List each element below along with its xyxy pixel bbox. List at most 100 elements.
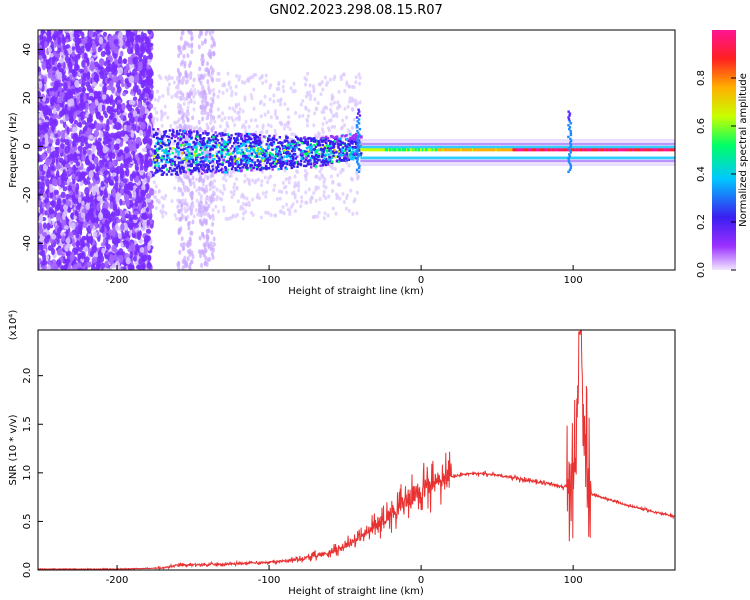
heatmap-cell (264, 194, 268, 199)
heatmap-cell (296, 137, 300, 141)
heatmap-cell (229, 190, 233, 195)
heatmap-cell (153, 106, 157, 111)
heatmap-cell (255, 124, 259, 129)
heatmap-cell (98, 36, 104, 45)
heatmap-cell (211, 208, 215, 213)
heatmap-cell (350, 84, 354, 89)
heatmap-cell (212, 217, 216, 222)
heatmap-cell (127, 139, 133, 145)
heatmap-cell (167, 74, 171, 79)
heatmap-cell (231, 145, 234, 148)
heatmap-cell (207, 68, 211, 74)
heatmap-cell (93, 61, 99, 68)
heatmap-cell (109, 94, 114, 103)
heatmap-cell (324, 138, 328, 141)
heatmap-cell (183, 123, 187, 129)
heatmap-cell (110, 195, 114, 201)
heatmap-cell (298, 143, 301, 147)
heatmap-cell (235, 74, 239, 79)
heatmap-cell (215, 159, 219, 163)
heatmap-cell (280, 167, 283, 170)
heatmap-cell (259, 215, 263, 220)
heatmap-cell (42, 63, 46, 71)
heatmap-cell (174, 175, 178, 180)
heatmap-cell (322, 184, 326, 189)
heatmap-cell (217, 77, 221, 82)
heatmap-cell (199, 202, 203, 207)
heatmap-cell (76, 96, 80, 106)
heatmap-cell (285, 161, 289, 165)
heatmap-cell (91, 144, 96, 151)
heatmap-cell (177, 188, 181, 193)
heatmap-cell (174, 147, 177, 151)
heatmap-cell (102, 232, 106, 238)
heatmap-cell (180, 236, 184, 242)
heatmap-cell (57, 36, 62, 46)
heatmap-cell (97, 137, 102, 142)
heatmap-cell (312, 89, 316, 94)
heatmap-cell (81, 235, 87, 241)
heatmap-cell (49, 53, 54, 58)
heatmap-cell (54, 265, 59, 270)
heatmap-cell (307, 108, 311, 113)
heatmap-cell (160, 123, 164, 128)
heatmap-cell (95, 261, 102, 268)
heatmap-cell (335, 195, 339, 200)
heatmap-cell (245, 132, 248, 136)
heatmap-cell (110, 112, 115, 119)
heatmap-cell (268, 134, 271, 138)
heatmap-cell (277, 82, 281, 87)
heatmap-cell (130, 116, 135, 124)
heatmap-cell (340, 126, 344, 131)
heatmap-cell (327, 158, 331, 161)
heatmap-cell (303, 160, 306, 163)
heatmap-cell (179, 35, 183, 41)
heatmap-cell (354, 80, 358, 85)
heatmap-cell (80, 171, 86, 180)
heatmap-cell (104, 146, 109, 152)
heatmap-cell (251, 178, 255, 183)
heatmap-cell (299, 204, 303, 209)
heatmap-cell (332, 77, 336, 82)
heatmap-cell (202, 250, 206, 256)
heatmap-cell (58, 147, 63, 154)
heatmap-cell (280, 122, 284, 127)
heatmap-cell (177, 230, 181, 236)
heatmap-cell (312, 123, 316, 128)
heatmap-cell (106, 138, 112, 143)
heatmap-cell (181, 180, 185, 186)
heatmap-cell (343, 89, 347, 94)
heatmap-cell (205, 261, 209, 267)
heatmap-cell (351, 211, 355, 216)
heatmap-cell (153, 190, 157, 195)
heatmap-cell (163, 104, 167, 109)
heatmap-cell (240, 194, 244, 199)
heatmap-cell (211, 87, 215, 92)
heatmap-cell (316, 185, 320, 190)
heatmap-cell (211, 125, 215, 130)
heatmap-cell (286, 121, 290, 126)
heatmap-cell (108, 161, 113, 169)
heatmap-cell (116, 110, 121, 116)
heatmap-cell (326, 80, 330, 85)
heatmap-cell (314, 145, 318, 148)
heatmap-cell (185, 41, 189, 47)
heatmap-cell (263, 175, 267, 180)
heatmap-cell (99, 58, 105, 65)
heatmap-cell (148, 103, 154, 109)
heatmap-cell (350, 107, 354, 112)
heatmap-cell (211, 37, 215, 43)
heatmap-cell (304, 94, 308, 99)
heatmap-cell (279, 98, 283, 103)
heatmap-cell (275, 196, 279, 201)
heatmap-cell (50, 132, 54, 140)
heatmap-cell (197, 186, 201, 192)
heatmap-cell (181, 95, 185, 100)
heatmap-cell (269, 213, 273, 218)
heatmap-cell (45, 254, 50, 261)
heatmap-cell (185, 202, 189, 208)
heatmap-cell (176, 178, 180, 183)
heatmap-cell (356, 175, 360, 180)
heatmap-cell (51, 58, 55, 66)
heatmap-cell (283, 122, 287, 127)
